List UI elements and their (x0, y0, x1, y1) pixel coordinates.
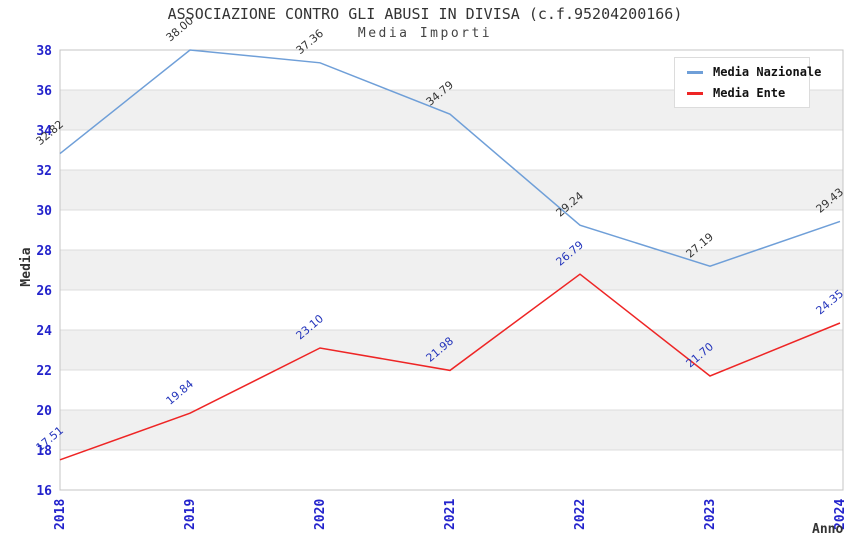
x-tick-label: 2018 (53, 499, 68, 530)
plot-band (60, 410, 843, 450)
y-tick-label: 36 (36, 84, 52, 99)
plot-band (60, 290, 843, 330)
chart-title: ASSOCIAZIONE CONTRO GLI ABUSI IN DIVISA … (167, 5, 683, 23)
y-tick-label: 24 (36, 324, 52, 339)
x-tick-label: 2021 (443, 499, 458, 530)
legend-swatch-ente-icon (687, 91, 703, 95)
y-tick-label: 32 (36, 164, 52, 179)
y-tick-label: 16 (36, 484, 52, 499)
legend-swatch-nazionale-icon (687, 70, 703, 74)
legend-item-media-nazionale: Media Nazionale (687, 65, 821, 79)
series-line-media-nazionale (59, 49, 841, 267)
plot-band (60, 250, 843, 290)
plot-band (60, 370, 843, 410)
y-tick-label: 38 (36, 44, 52, 59)
x-axis-title: Anno (812, 522, 844, 537)
plot-band (60, 130, 843, 170)
data-label-media-nazionale: 38.00 (164, 14, 196, 44)
y-tick-label: 28 (36, 244, 52, 259)
x-tick-label: 2020 (313, 499, 328, 530)
x-tick-label: 2023 (703, 499, 718, 530)
legend-label-nazionale: Media Nazionale (713, 65, 822, 79)
y-tick-label: 20 (36, 404, 52, 419)
plot-band (60, 330, 843, 370)
x-tick-label: 2019 (183, 499, 198, 530)
legend: Media Nazionale Media Ente (674, 57, 821, 108)
x-tick-label: 2022 (573, 499, 588, 530)
y-tick-label: 30 (36, 204, 52, 219)
plot-band (60, 170, 843, 210)
y-axis-title: Media (19, 247, 34, 287)
y-tick-label: 18 (36, 444, 52, 459)
y-tick-label: 34 (36, 124, 52, 139)
plot-band (60, 450, 843, 490)
chart-subtitle: Media Importi (357, 26, 493, 41)
plot-band (60, 210, 843, 250)
series-line-media-ente (59, 273, 841, 461)
y-tick-label: 26 (36, 284, 52, 299)
plot-border (59, 49, 844, 491)
x-tick-label: 2024 (833, 499, 848, 530)
legend-item-media-ente: Media Ente (687, 86, 805, 100)
legend-label-ente: Media Ente (713, 86, 786, 100)
y-tick-label: 22 (36, 364, 52, 379)
